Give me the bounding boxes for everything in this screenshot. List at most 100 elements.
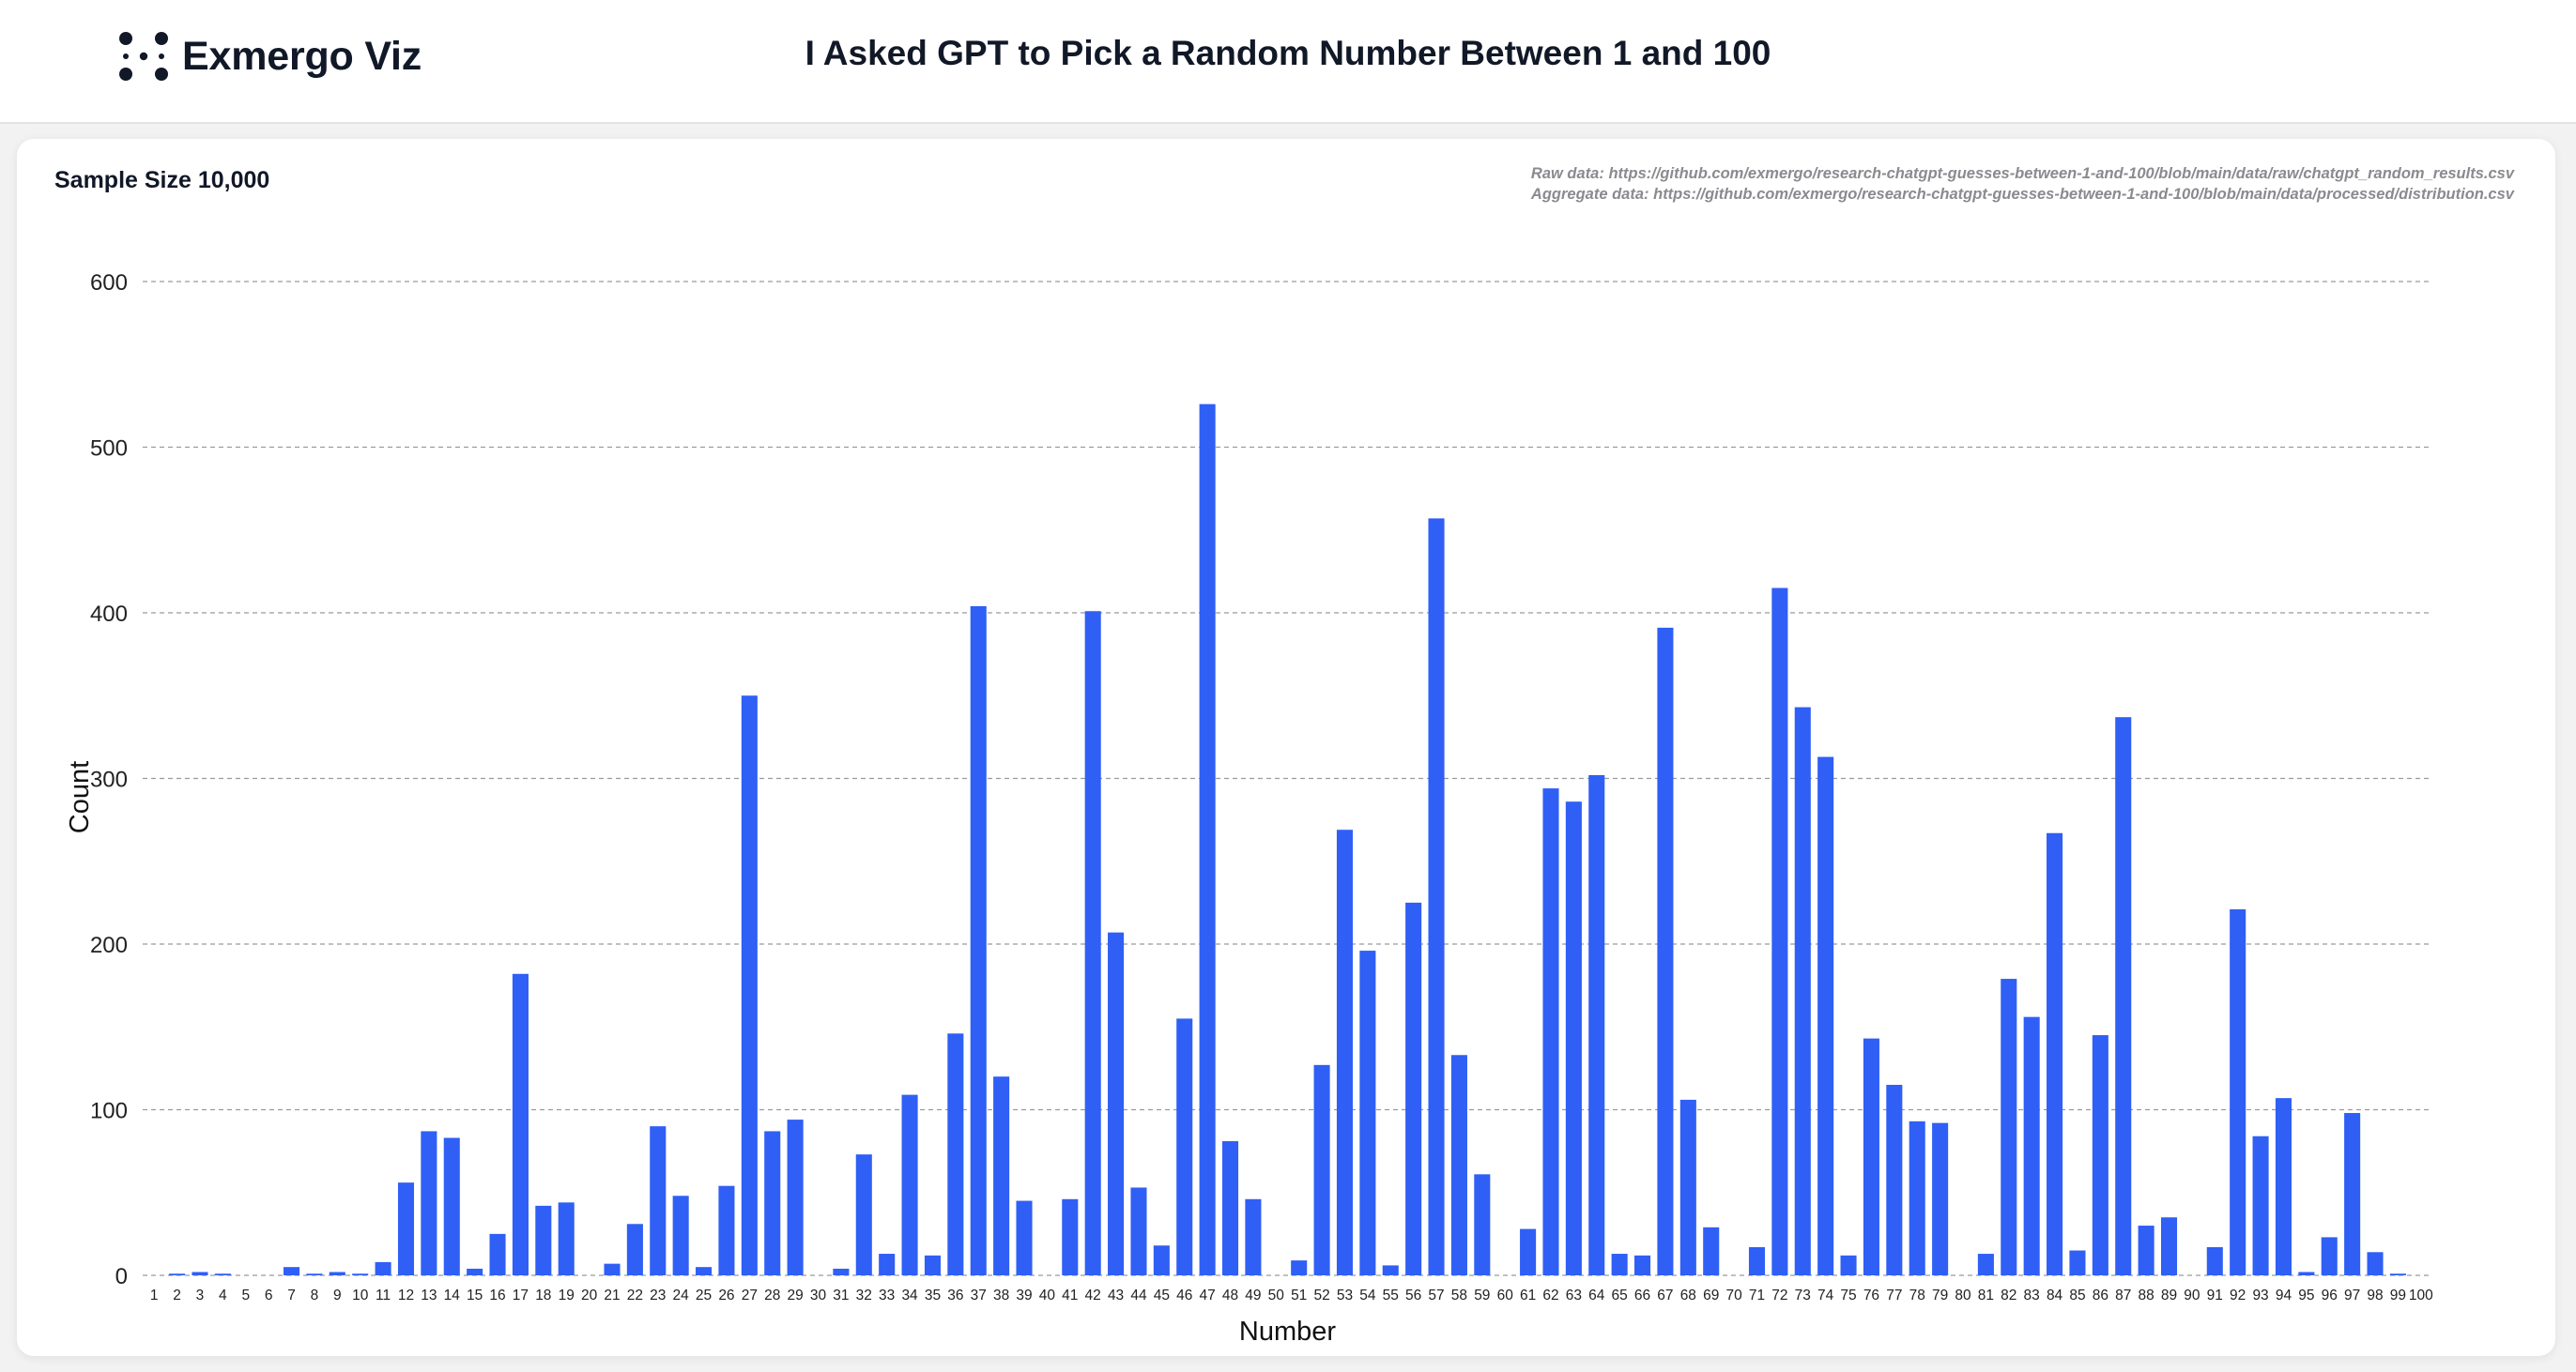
x-tick-label: 55 (1383, 1288, 1399, 1303)
bar (2047, 832, 2063, 1275)
top-header: Exmergo Viz I Asked GPT to Pick a Random… (0, 0, 2576, 124)
x-tick-label: 68 (1680, 1288, 1696, 1303)
bar (1221, 1141, 1239, 1275)
bar (512, 973, 529, 1275)
x-tick-label: 2 (173, 1288, 181, 1303)
brand-link[interactable]: Exmergo Viz (118, 30, 422, 83)
bar (970, 605, 987, 1275)
bar (443, 1137, 460, 1275)
x-tick-label: 61 (1520, 1288, 1536, 1303)
x-tick-label: 30 (810, 1288, 827, 1303)
x-tick-label: 29 (787, 1288, 803, 1303)
bar (2367, 1252, 2384, 1275)
bar (1108, 932, 1125, 1275)
bar (329, 1272, 345, 1275)
bar (1450, 1055, 1467, 1275)
x-tick-label: 75 (1840, 1288, 1856, 1303)
x-tick-label: 42 (1085, 1288, 1101, 1303)
bar (1474, 1174, 1491, 1275)
y-tick-label: 600 (90, 270, 128, 296)
bar (375, 1261, 391, 1275)
x-tick-label: 97 (2344, 1288, 2360, 1303)
x-axis-title: Number (1239, 1317, 1336, 1347)
x-tick-label: 5 (241, 1288, 250, 1303)
x-tick-label: 21 (604, 1288, 620, 1303)
x-tick-label: 87 (2115, 1288, 2131, 1303)
x-tick-label: 69 (1703, 1288, 1719, 1303)
x-tick-label: 49 (1245, 1288, 1261, 1303)
x-tick-label: 14 (444, 1288, 461, 1303)
bar (1588, 774, 1605, 1275)
x-tick-label: 1 (150, 1288, 159, 1303)
bar (1542, 788, 1559, 1275)
bar (214, 1273, 231, 1275)
x-tick-label: 16 (489, 1288, 505, 1303)
x-tick-label: 58 (1451, 1288, 1467, 1303)
x-tick-label: 38 (993, 1288, 1009, 1303)
y-tick-label: 300 (90, 768, 128, 793)
x-tick-label: 12 (398, 1288, 414, 1303)
bar (169, 1273, 186, 1275)
bar (924, 1255, 941, 1275)
bar (1886, 1085, 1903, 1275)
bar (1245, 1198, 1262, 1275)
x-tick-label: 15 (467, 1288, 483, 1303)
bar (879, 1254, 896, 1275)
x-tick-label: 31 (833, 1288, 849, 1303)
x-tick-label: 60 (1497, 1288, 1514, 1303)
x-tick-label: 43 (1108, 1288, 1124, 1303)
x-tick-label: 62 (1542, 1288, 1558, 1303)
bar (1863, 1038, 1879, 1275)
bar (764, 1131, 781, 1275)
bar (696, 1267, 713, 1275)
x-tick-label: 76 (1863, 1288, 1879, 1303)
bar (2069, 1250, 2086, 1275)
x-tick-label: 78 (1909, 1288, 1925, 1303)
x-tick-label: 51 (1291, 1288, 1307, 1303)
x-tick-label: 4 (219, 1288, 227, 1303)
x-tick-label: 70 (1725, 1288, 1742, 1303)
x-tick-label: 99 (2390, 1288, 2406, 1303)
data-sources: Raw data: https://github.com/exmergo/res… (1531, 163, 2514, 205)
x-tick-label: 25 (696, 1288, 712, 1303)
bar (192, 1272, 208, 1275)
bar (787, 1120, 804, 1275)
x-tick-label: 83 (2024, 1288, 2040, 1303)
bar (1291, 1260, 1308, 1275)
x-tick-label: 9 (333, 1288, 342, 1303)
y-tick-label: 100 (90, 1099, 128, 1124)
raw-data-link[interactable]: Raw data: https://github.com/exmergo/res… (1530, 165, 2514, 182)
x-tick-label: 93 (2252, 1288, 2268, 1303)
x-tick-label: 73 (1795, 1288, 1811, 1303)
bar (1794, 707, 1811, 1275)
bar (947, 1033, 964, 1275)
x-tick-label: 37 (971, 1288, 987, 1303)
x-tick-label: 88 (2139, 1288, 2154, 1303)
bar (718, 1185, 735, 1275)
bar (1611, 1254, 1628, 1275)
bar (1313, 1064, 1330, 1275)
x-tick-label: 24 (673, 1288, 690, 1303)
x-tick-label: 50 (1268, 1288, 1285, 1303)
bar (2252, 1136, 2269, 1275)
x-tick-label: 26 (718, 1288, 734, 1303)
bar (397, 1182, 415, 1275)
bar (2298, 1272, 2315, 1275)
x-tick-label: 13 (421, 1288, 437, 1303)
x-tick-label: 40 (1039, 1288, 1056, 1303)
x-tick-label: 34 (901, 1288, 918, 1303)
x-tick-label: 74 (1817, 1288, 1834, 1303)
x-tick-label: 19 (559, 1288, 575, 1303)
bar (1062, 1198, 1079, 1275)
bar (672, 1196, 689, 1275)
bar (1382, 1265, 1399, 1275)
y-tick-label: 0 (115, 1264, 128, 1289)
y-tick-label: 400 (90, 602, 128, 627)
bar (1932, 1122, 1949, 1275)
x-tick-label: 52 (1313, 1288, 1329, 1303)
x-tick-label: 66 (1634, 1288, 1650, 1303)
aggregate-data-link[interactable]: Aggregate data: https://github.com/exmer… (1530, 186, 2514, 203)
x-tick-label: 28 (764, 1288, 780, 1303)
x-tick-label: 6 (265, 1288, 273, 1303)
x-tick-label: 22 (627, 1288, 643, 1303)
